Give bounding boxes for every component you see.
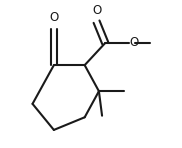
Text: O: O [92,4,101,17]
Text: O: O [49,11,58,24]
Text: O: O [130,36,139,49]
